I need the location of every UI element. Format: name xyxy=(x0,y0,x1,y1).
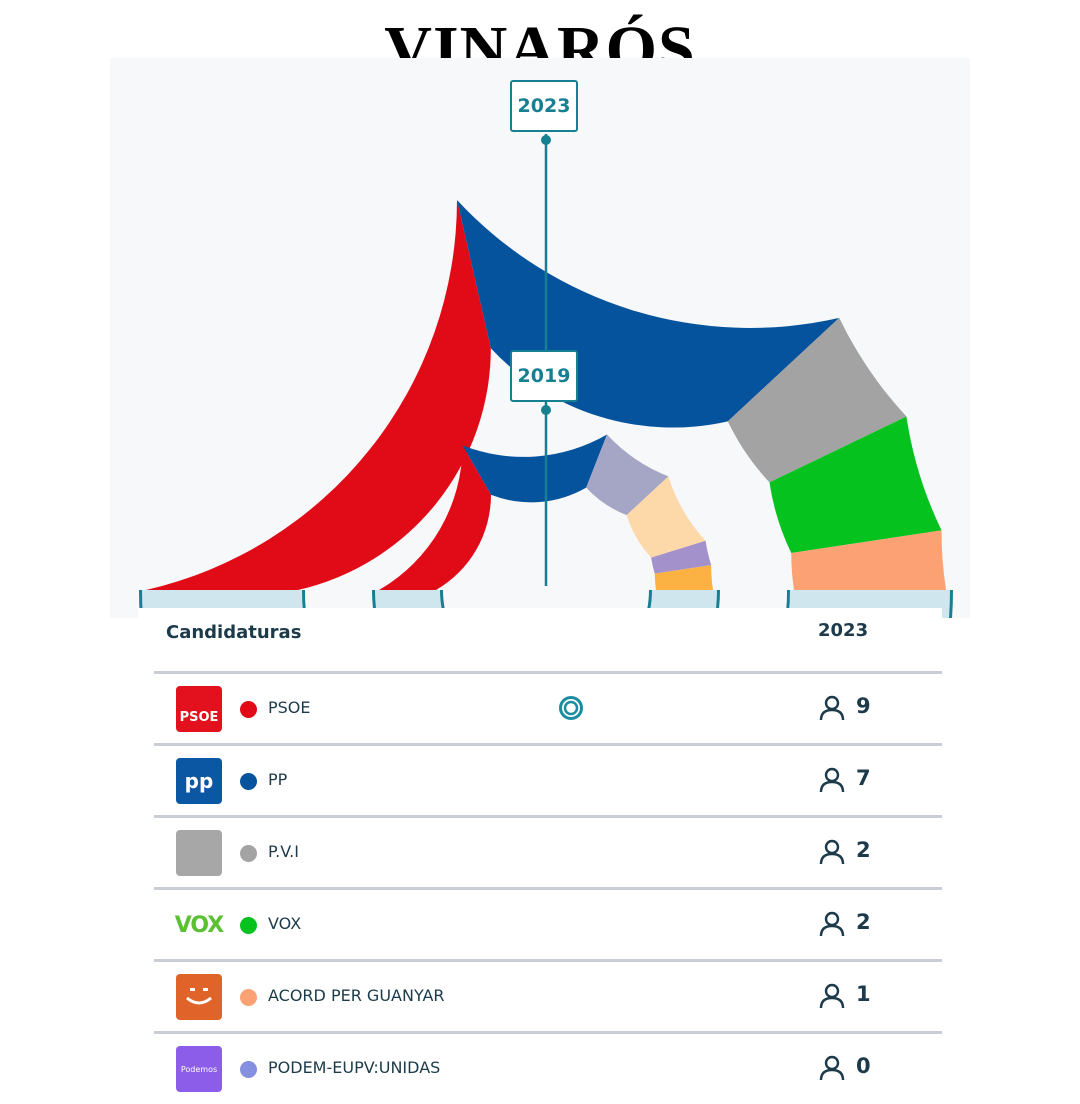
segment-2023-vox xyxy=(769,416,942,554)
segment-2019-pp xyxy=(462,434,608,503)
seat-count: 2 xyxy=(856,910,871,934)
table-row[interactable]: ACORD PER GUANYAR 1 xyxy=(154,959,942,1032)
table-row[interactable]: pp PP 7 xyxy=(154,743,942,816)
pp-logo-text: pp xyxy=(184,769,214,793)
year-label-2023: 2023 xyxy=(510,80,578,132)
year-label-2019: 2019 xyxy=(510,350,578,402)
smile-icon xyxy=(186,988,212,1005)
party-name: PP xyxy=(268,770,288,789)
party-logo: VOX xyxy=(174,902,225,948)
segment-2019-other-3 xyxy=(651,540,712,574)
vox-logo-text: VOX xyxy=(174,912,225,938)
party-color-dot xyxy=(240,917,257,934)
header-candidaturas: Candidaturas xyxy=(166,622,302,643)
table-row[interactable]: PSOE PSOE 9 xyxy=(154,671,942,744)
person-icon xyxy=(819,695,845,721)
parliament-chart xyxy=(139,134,953,618)
segment-2023-psoe xyxy=(146,200,491,590)
party-color-dot xyxy=(240,773,257,790)
table-row[interactable]: VOX VOX 2 xyxy=(154,887,942,960)
person-icon xyxy=(819,1055,845,1081)
person-icon xyxy=(819,839,845,865)
party-color-dot xyxy=(240,989,257,1006)
segment-2019-other-4 xyxy=(654,565,713,590)
table-row[interactable]: Podemos PODEM-EUPV:UNIDAS 0 xyxy=(154,1031,942,1104)
party-color-dot xyxy=(240,701,257,718)
pointer-dot-2023 xyxy=(541,135,551,145)
seat-count: 9 xyxy=(856,694,871,718)
party-logo: Podemos xyxy=(176,1046,222,1092)
person-icon xyxy=(819,767,845,793)
party-logo: PSOE xyxy=(176,686,222,732)
seat-count: 0 xyxy=(856,1054,871,1078)
podemos-logo-text: Podemos xyxy=(180,1064,218,1074)
party-name: ACORD PER GUANYAR xyxy=(268,986,445,1005)
header-year: 2023 xyxy=(818,620,869,641)
table-row[interactable]: P.V.I 2 xyxy=(154,815,942,888)
chart-panel: 2023 2019 xyxy=(110,58,970,618)
party-logo xyxy=(176,830,222,876)
segment-2019-psoe xyxy=(379,445,491,590)
party-name: P.V.I xyxy=(268,842,299,861)
party-name: PSOE xyxy=(268,698,311,717)
person-icon xyxy=(819,983,845,1009)
person-icon xyxy=(819,911,845,937)
seat-count: 7 xyxy=(856,766,871,790)
party-color-dot xyxy=(240,845,257,862)
party-name: PODEM-EUPV:UNIDAS xyxy=(268,1058,441,1077)
segment-2019-other-2 xyxy=(626,476,706,558)
party-logo xyxy=(176,974,222,1020)
segment-2023-p-v-i xyxy=(727,317,907,483)
party-name: VOX xyxy=(268,914,302,933)
segment-2023-acord-per-guanyar xyxy=(791,530,946,590)
party-color-dot xyxy=(240,1061,257,1078)
segment-2019-other-1 xyxy=(586,434,669,516)
party-logo: pp xyxy=(176,758,222,804)
seat-count: 1 xyxy=(856,982,871,1006)
pointer-dot-2019 xyxy=(541,405,551,415)
winner-icon xyxy=(559,696,583,720)
psoe-logo-text: PSOE xyxy=(179,709,219,725)
results-table: Candidaturas 2023 PSOE PSOE 9 pp PP 7 P.V… xyxy=(138,608,942,1092)
seat-count: 2 xyxy=(856,838,871,862)
